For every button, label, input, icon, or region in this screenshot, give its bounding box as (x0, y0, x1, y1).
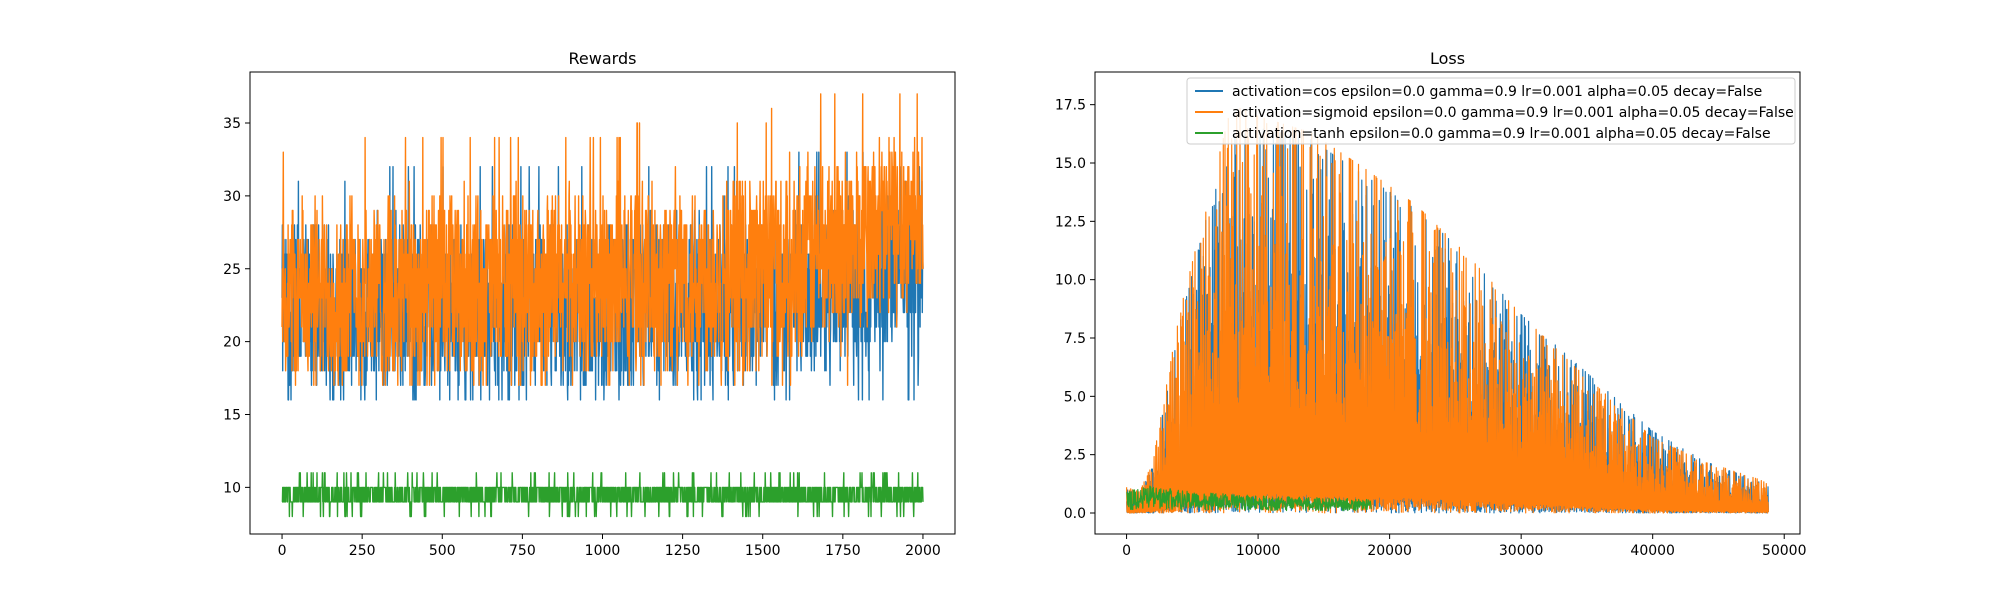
loss-chart: Loss 0 10000 20000 30000 40000 50000 0.0 2.5 5.0… (1055, 49, 1807, 559)
loss-y-tick-label: 5.0 (1064, 389, 1086, 405)
rewards-x-tick-label: 750 (509, 543, 536, 559)
rewards-series-line-sigmoid (281, 93, 924, 386)
loss-y-tick-label: 15.0 (1055, 156, 1086, 172)
rewards-y-tick-label: 25 (223, 262, 241, 278)
legend-label-cos: activation=cos epsilon=0.0 gamma=0.9 lr=… (1232, 84, 1762, 100)
rewards-x-tick-label: 500 (429, 543, 456, 559)
loss-x-tick-label: 10000 (1236, 543, 1281, 559)
legend-entry-tanh: activation=tanh epsilon=0.0 gamma=0.9 lr… (1195, 126, 1771, 142)
rewards-series-line-tanh (281, 472, 924, 518)
rewards-x-tick-label: 2000 (905, 543, 941, 559)
legend-box (1186, 77, 1796, 145)
loss-x-tick-label: 30000 (1499, 543, 1544, 559)
loss-title: Loss (1430, 49, 1465, 68)
legend-label-tanh: activation=tanh epsilon=0.0 gamma=0.9 lr… (1232, 126, 1771, 142)
rewards-title: Rewards (569, 49, 637, 68)
loss-plot-area (1126, 107, 1769, 514)
loss-y-tick-label: 10.0 (1055, 273, 1086, 289)
loss-series-line-tanh (1126, 485, 1372, 512)
rewards-y-tick-label: 35 (223, 116, 241, 132)
rewards-y-tick-label: 30 (223, 189, 241, 205)
loss-series-line-sigmoid (1126, 107, 1769, 514)
rewards-y-tick-label: 10 (223, 480, 241, 496)
loss-x-tick-label: 0 (1122, 543, 1131, 559)
rewards-x-tick-label: 1250 (665, 543, 701, 559)
legend-label-sigmoid: activation=sigmoid epsilon=0.0 gamma=0.9… (1232, 105, 1794, 121)
rewards-axes: 0 250 500 750 1000 1250 1500 1750 2000 10 15 20 25 30… (223, 71, 956, 559)
legend-entry-sigmoid: activation=sigmoid epsilon=0.0 gamma=0.9… (1195, 105, 1794, 121)
loss-y-tick-label: 17.5 (1055, 98, 1086, 114)
loss-x-tick-label: 50000 (1762, 543, 1807, 559)
loss-y-tick-label: 12.5 (1055, 214, 1086, 230)
loss-x-tick-label: 40000 (1630, 543, 1675, 559)
rewards-x-tick-label: 1750 (825, 543, 861, 559)
rewards-x-tick-label: 1000 (585, 543, 621, 559)
rewards-x-tick-label: 1500 (745, 543, 781, 559)
loss-y-tick-label: 7.5 (1064, 331, 1086, 347)
loss-y-tick-label: 0.0 (1064, 506, 1086, 522)
rewards-chart: Rewards 0 250 500 750 1000 1250 1500 1750 2000 10… (223, 49, 956, 559)
rewards-y-tick-label: 20 (223, 335, 241, 351)
rewards-x-tick-label: 250 (349, 543, 376, 559)
loss-legend: activation=cos epsilon=0.0 gamma=0.9 lr=… (1186, 77, 1796, 145)
loss-x-tick-label: 20000 (1367, 543, 1412, 559)
loss-y-tick-label: 2.5 (1064, 448, 1086, 464)
loss-frame (1094, 71, 1801, 535)
loss-axes: 0 10000 20000 30000 40000 50000 0.0 2.5 5.0 7.5 10… (1055, 71, 1807, 559)
rewards-x-tick-label: 0 (278, 543, 287, 559)
rewards-plot-area (281, 93, 924, 518)
rewards-y-tick-label: 15 (223, 407, 241, 423)
legend-entry-cos: activation=cos epsilon=0.0 gamma=0.9 lr=… (1195, 84, 1762, 100)
